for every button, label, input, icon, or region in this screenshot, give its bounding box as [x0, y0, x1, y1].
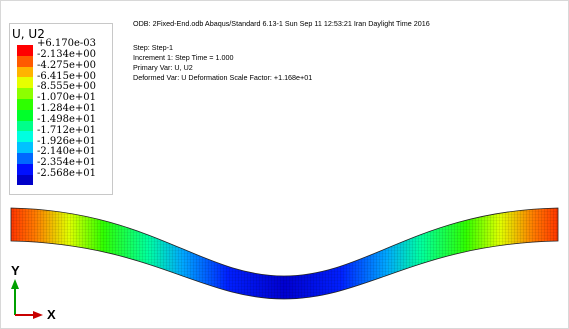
step-line: Step: Step-1 — [133, 43, 173, 52]
legend-swatch — [17, 152, 33, 164]
deformed-beam[interactable] — [1, 181, 568, 301]
deformed-var-line: Deformed Var: U Deformation Scale Factor… — [133, 73, 313, 82]
x-arrow-icon — [33, 311, 43, 319]
legend-value: -6.415e+00 — [37, 70, 97, 82]
legend-value: -1.284e+01 — [37, 103, 97, 115]
increment-line: Increment 1: Step Time = 1.000 — [133, 53, 234, 62]
y-axis-label: Y — [11, 263, 20, 278]
legend-value: -1.070e+01 — [37, 92, 97, 104]
legend-value: -2.140e+01 — [37, 146, 97, 158]
legend-value: +6.170e-03 — [37, 38, 97, 49]
legend-swatch — [17, 55, 33, 67]
legend-value: -2.568e+01 — [37, 168, 97, 180]
legend-color-bar — [17, 45, 33, 186]
legend-swatch — [17, 163, 33, 175]
x-axis-label: X — [47, 307, 56, 322]
legend-value: -1.712e+01 — [37, 124, 97, 136]
legend-swatch — [17, 98, 33, 110]
legend-swatch — [17, 45, 33, 56]
info-text: ODB: 2Fixed-End.odb Abaqus/Standard 6.13… — [133, 19, 430, 83]
legend-swatch — [17, 109, 33, 121]
legend-value: -2.354e+01 — [37, 157, 97, 169]
legend-value: -2.134e+00 — [37, 48, 97, 60]
legend-swatch — [17, 174, 33, 186]
legend-swatch — [17, 66, 33, 78]
legend-swatch — [17, 142, 33, 153]
y-arrow-icon — [11, 279, 19, 289]
legend-swatch — [17, 131, 33, 143]
legend-swatch — [17, 77, 33, 89]
legend-value: -1.498e+01 — [37, 113, 97, 125]
legend-swatch — [17, 88, 33, 99]
legend-value: -8.555e+00 — [37, 81, 97, 93]
legend-value: -1.926e+01 — [37, 135, 97, 147]
legend-values: +6.170e-03 -2.134e+00 -4.275e+00 -6.415e+00… — [37, 38, 97, 180]
legend-value: -4.275e+00 — [37, 59, 97, 71]
axis-triad — [11, 279, 43, 319]
odb-info-line: ODB: 2Fixed-End.odb Abaqus/Standard 6.13… — [133, 19, 430, 28]
legend-swatch — [17, 120, 33, 132]
primary-var-line: Primary Var: U, U2 — [133, 63, 193, 72]
legend-title: U, U2 — [12, 27, 45, 41]
